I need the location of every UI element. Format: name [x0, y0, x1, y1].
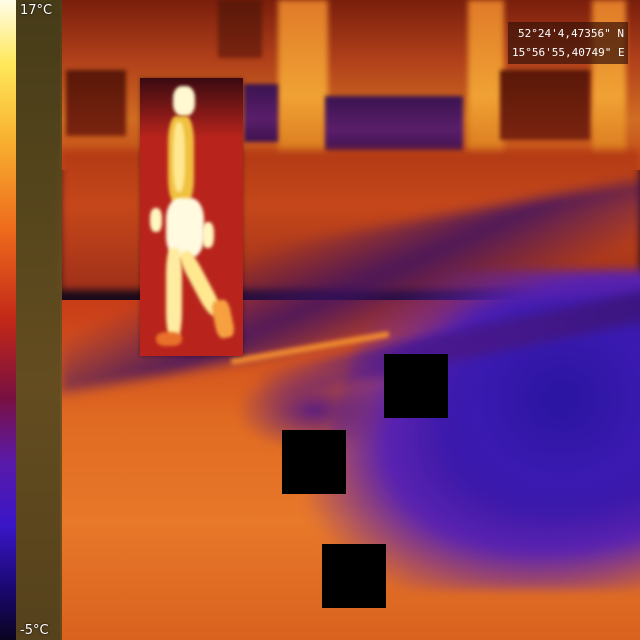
gps-longitude: 15°56'55,40749" E	[512, 46, 625, 59]
person-right-foot	[210, 298, 236, 340]
gps-coordinates-box: 52°24'4,47356" N 15°56'55,40749" E	[508, 22, 628, 64]
building-pillar	[468, 0, 504, 160]
pedestrian-detection-box	[140, 78, 243, 356]
person-left-foot	[156, 332, 182, 346]
min-temperature-label: -5°C	[20, 623, 49, 638]
building-window	[500, 70, 590, 140]
building-window	[66, 70, 126, 136]
person-left-hand	[150, 208, 162, 232]
gps-latitude: 52°24'4,47356" N	[518, 27, 624, 40]
privacy-mask	[384, 354, 448, 418]
privacy-mask	[322, 544, 386, 608]
privacy-mask	[282, 430, 346, 494]
temperature-scale-strip	[16, 0, 62, 640]
max-temperature-label: 17°C	[20, 3, 53, 18]
building-window	[218, 0, 262, 58]
person-head	[173, 86, 195, 116]
temperature-color-scale	[0, 0, 16, 640]
person-left-leg	[166, 248, 182, 338]
building-window	[244, 84, 278, 142]
person-right-hand	[202, 222, 214, 248]
person-torso-highlight	[173, 122, 185, 192]
building-pillar	[278, 0, 328, 160]
building-window	[325, 96, 463, 152]
